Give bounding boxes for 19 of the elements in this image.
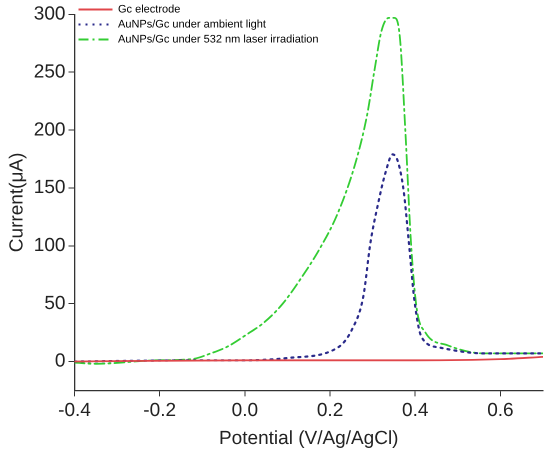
legend-label: Gc electrode [118,4,180,16]
legend-label: AuNPs/Gc under ambient light [118,18,266,31]
x-tick-label: 0.2 [316,400,344,422]
y-tick-label: 50 [44,292,66,314]
x-tick-label: -0.4 [58,400,92,422]
x-tick-label: 0.4 [402,400,429,422]
x-tick-label: 0.0 [232,400,258,422]
y-tick-label: 200 [34,119,66,140]
y-tick-label: 0 [54,350,66,372]
x-tick-label: -0.2 [143,400,176,422]
y-tick-label: 100 [34,235,66,256]
line-series [74,16,543,365]
y-tick-label: 250 [34,61,66,82]
y-tick-label: 150 [34,177,66,198]
y-tick-label: 300 [34,4,66,25]
y-axis-title: Current(μA) [6,152,28,252]
legend-label: AuNPs/Gc under 532 nm laser irradiation [118,34,319,46]
x-tick-label: 0.6 [487,400,514,422]
x-axis-title: Potential (V/Ag/AgCl) [218,428,399,449]
